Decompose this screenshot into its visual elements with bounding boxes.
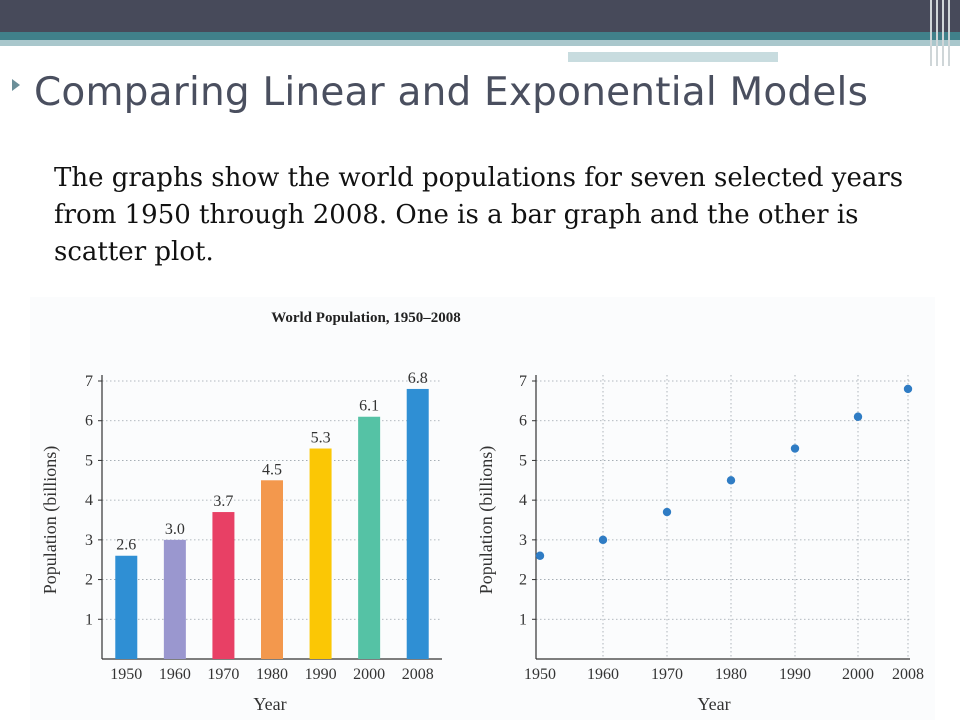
scatter-point-1960 [598,535,608,545]
bar-1960 [163,539,186,659]
scatter-point-1950 [535,551,545,560]
scatter-point-2000 [853,412,863,421]
bar-x-tick-label: 1980 [256,666,288,683]
population-charts: World Population, 1950–2008 1 2 3 4 5 6 7 2.6 195… [40,310,924,714]
bar-data-label: 4.5 [262,461,282,478]
bar-x-axis-label: Year [253,694,286,714]
bar-data-label: 6.8 [408,370,428,387]
scatter-y-tick-label: 6 [519,413,527,430]
scatter-point-2008 [903,384,913,394]
figure-title: World Population, 1950–2008 [271,310,461,326]
header-stripe-accent [568,52,778,62]
header-band [0,0,960,32]
corner-decoration [926,0,960,66]
bar-y-tick-label: 3 [85,532,93,549]
bar-y-tick-label: 7 [85,373,93,390]
scatter-x-tick-label: 1950 [524,666,556,683]
scatter-point-1970 [662,507,672,517]
scatter-x-tick-label: 1960 [587,666,619,683]
bar-data-label: 3.7 [213,493,233,510]
title-arrow-icon [12,79,20,91]
bar-x-tick-label: 1990 [305,666,337,683]
scatter-y-tick-label: 3 [519,532,527,549]
bar-x-tick-label: 1970 [207,666,239,683]
scatter-x-tick-label: 1980 [715,666,747,683]
bar-data-label: 6.1 [359,398,379,415]
scatter-x-tick-label: 2000 [842,666,874,683]
scatter-point-1980 [726,476,736,485]
bar-x-tick-label: 1950 [110,666,142,683]
scatter-y-tick-label: 2 [519,572,527,589]
bar-2000 [358,416,381,659]
bar-data-label: 5.3 [311,430,331,447]
scatter-x-tick-label: 1990 [779,666,811,683]
header-stripe-light [0,40,960,46]
scatter-y-tick-label: 1 [519,611,527,628]
population-figure: World Population, 1950–2008 1 2 3 4 5 6 7 2.6 195… [30,297,935,720]
bar-1970 [212,512,235,659]
scatter-x-axis-label: Year [697,694,730,714]
bar-1990 [309,448,332,659]
header-stripe [0,32,960,40]
scatter-y-tick-label: 5 [519,452,527,469]
scatter-point-1990 [790,444,800,453]
bar-x-tick-label: 2008 [402,666,434,683]
bar-data-label: 2.6 [116,537,136,554]
bar-y-tick-label: 6 [85,413,93,430]
bar-y-axis-label: Population (billions) [40,446,61,595]
bar-x-tick-label: 1960 [159,666,191,683]
scatter-y-tick-label: 7 [519,373,527,390]
scatter-y-axis-label: Population (billions) [476,446,497,595]
scatter-x-tick-label: 1970 [651,666,683,683]
scatter-x-tick-label: 2008 [892,666,924,683]
bar-x-tick-label: 2000 [353,666,385,683]
bar-y-tick-label: 5 [85,452,93,469]
slide-title: Comparing Linear and Exponential Models [34,70,869,115]
slide-body-text: The graphs show the world populations fo… [54,163,904,267]
bar-y-tick-label: 2 [85,572,93,589]
header-gap [568,46,888,52]
bar-1980 [261,480,283,659]
scatter-y-tick-label: 4 [519,492,527,509]
bar-1950 [115,555,138,659]
bar-data-label: 3.0 [165,521,185,538]
bar-y-tick-label: 1 [85,611,93,628]
bar-y-tick-label: 4 [85,492,93,509]
bar-2008 [406,388,429,659]
